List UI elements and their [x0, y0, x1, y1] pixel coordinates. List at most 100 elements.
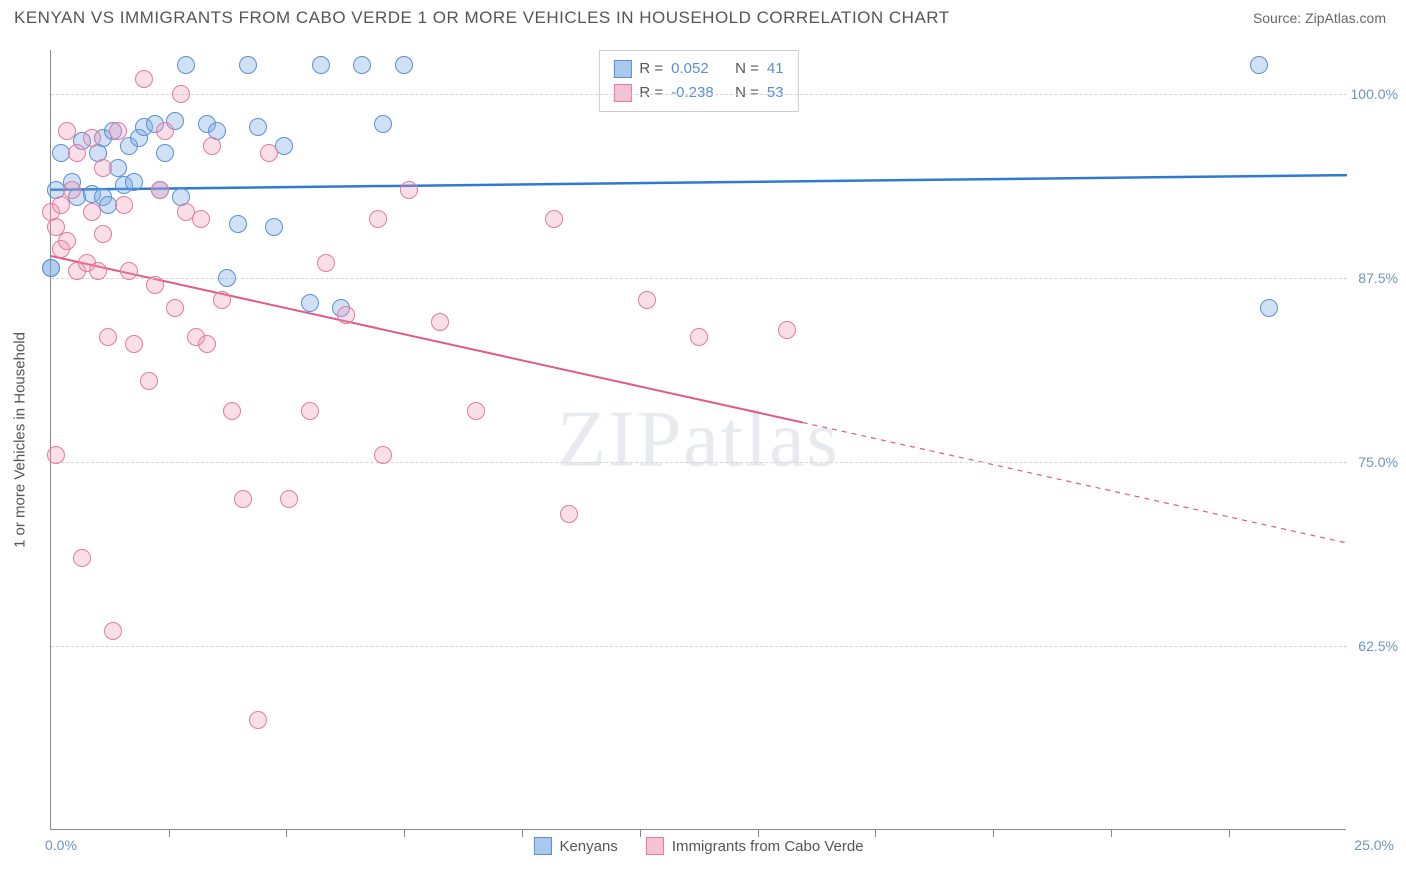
- scatter-point: [146, 276, 164, 294]
- legend-correlation-row: R = 0.052 N = 41: [613, 57, 783, 81]
- watermark: ZIPatlas: [557, 394, 840, 485]
- gridline-h: [51, 278, 1347, 279]
- scatter-point: [223, 402, 241, 420]
- legend-r-label: R =: [639, 57, 663, 81]
- scatter-point: [690, 328, 708, 346]
- x-tick: [875, 829, 876, 837]
- scatter-point: [115, 196, 133, 214]
- scatter-point: [395, 56, 413, 74]
- chart-source: Source: ZipAtlas.com: [1253, 10, 1386, 26]
- scatter-point: [94, 159, 112, 177]
- legend-r-value: 0.052: [671, 57, 727, 81]
- scatter-point: [73, 549, 91, 567]
- scatter-point: [234, 490, 252, 508]
- scatter-point: [1250, 56, 1268, 74]
- legend-r-label: R =: [639, 81, 663, 105]
- x-tick: [522, 829, 523, 837]
- scatter-point: [467, 402, 485, 420]
- scatter-point: [213, 291, 231, 309]
- scatter-point: [249, 118, 267, 136]
- gridline-h: [51, 94, 1347, 95]
- y-tick-label: 62.5%: [1358, 638, 1398, 654]
- legend-n-value: 41: [767, 57, 784, 81]
- scatter-point: [109, 159, 127, 177]
- y-tick-label: 87.5%: [1358, 270, 1398, 286]
- scatter-point: [156, 144, 174, 162]
- y-tick-label: 75.0%: [1358, 454, 1398, 470]
- x-tick: [404, 829, 405, 837]
- scatter-point: [140, 372, 158, 390]
- scatter-point: [229, 215, 247, 233]
- x-tick: [169, 829, 170, 837]
- scatter-point: [125, 173, 143, 191]
- scatter-point: [249, 711, 267, 729]
- scatter-point: [47, 446, 65, 464]
- scatter-point: [203, 137, 221, 155]
- scatter-point: [177, 56, 195, 74]
- legend-n-label: N =: [735, 81, 759, 105]
- scatter-point: [374, 446, 392, 464]
- scatter-point: [353, 56, 371, 74]
- legend-correlation-row: R =-0.238N =53: [613, 81, 783, 105]
- scatter-point: [94, 225, 112, 243]
- legend-swatch: [646, 837, 664, 855]
- scatter-point: [156, 122, 174, 140]
- scatter-point: [120, 262, 138, 280]
- scatter-point: [104, 622, 122, 640]
- chart-container: 1 or more Vehicles in Household ZIPatlas…: [50, 50, 1390, 830]
- x-tick: [758, 829, 759, 837]
- legend-swatch: [533, 837, 551, 855]
- scatter-point: [63, 181, 81, 199]
- scatter-point: [125, 335, 143, 353]
- legend-correlation: R =0.052N =41R =-0.238N =53: [598, 50, 798, 112]
- scatter-point: [218, 269, 236, 287]
- scatter-point: [1260, 299, 1278, 317]
- legend-series-item: Immigrants from Cabo Verde: [646, 837, 864, 855]
- scatter-point: [68, 144, 86, 162]
- x-axis-min-label: 0.0%: [45, 837, 77, 853]
- scatter-point: [431, 313, 449, 331]
- scatter-point: [166, 299, 184, 317]
- legend-series-label: Kenyans: [559, 838, 617, 855]
- x-tick: [1229, 829, 1230, 837]
- scatter-point: [317, 254, 335, 272]
- x-axis-max-label: 25.0%: [1354, 837, 1394, 853]
- scatter-point: [778, 321, 796, 339]
- scatter-point: [89, 262, 107, 280]
- chart-header: KENYAN VS IMMIGRANTS FROM CABO VERDE 1 O…: [0, 0, 1406, 32]
- scatter-point: [58, 232, 76, 250]
- scatter-point: [42, 259, 60, 277]
- scatter-point: [337, 306, 355, 324]
- scatter-point: [135, 70, 153, 88]
- chart-title: KENYAN VS IMMIGRANTS FROM CABO VERDE 1 O…: [14, 8, 950, 28]
- scatter-point: [151, 181, 169, 199]
- legend-n-label: N =: [735, 57, 759, 81]
- scatter-point: [369, 210, 387, 228]
- legend-swatch: [613, 84, 631, 102]
- scatter-point: [260, 144, 278, 162]
- scatter-point: [560, 505, 578, 523]
- scatter-point: [99, 328, 117, 346]
- scatter-point: [109, 122, 127, 140]
- scatter-point: [400, 181, 418, 199]
- scatter-point: [58, 122, 76, 140]
- scatter-point: [301, 402, 319, 420]
- scatter-point: [638, 291, 656, 309]
- gridline-h: [51, 646, 1347, 647]
- trend-lines: [51, 50, 1347, 830]
- plot-area: ZIPatlas R =0.052N =41R =-0.238N =53 0.0…: [50, 50, 1346, 830]
- x-tick: [640, 829, 641, 837]
- x-tick: [993, 829, 994, 837]
- scatter-point: [275, 137, 293, 155]
- scatter-point: [280, 490, 298, 508]
- scatter-point: [83, 203, 101, 221]
- x-tick: [1111, 829, 1112, 837]
- legend-series-item: Kenyans: [533, 837, 617, 855]
- scatter-point: [198, 335, 216, 353]
- scatter-point: [83, 129, 101, 147]
- scatter-point: [265, 218, 283, 236]
- scatter-point: [172, 85, 190, 103]
- legend-n-value: 53: [767, 81, 784, 105]
- y-tick-label: 100.0%: [1351, 86, 1398, 102]
- gridline-h: [51, 462, 1347, 463]
